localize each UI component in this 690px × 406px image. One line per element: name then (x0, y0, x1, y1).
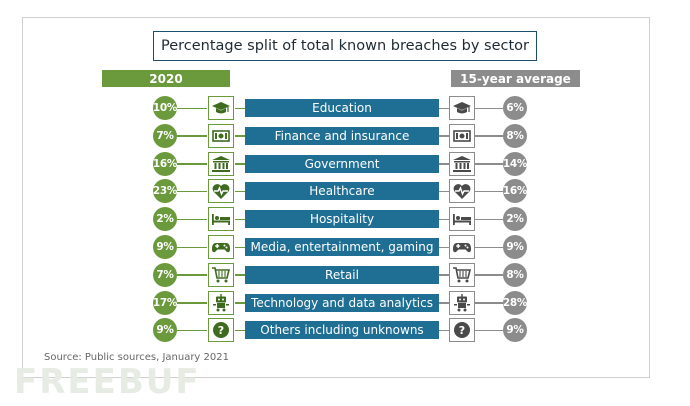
connector-line (439, 107, 449, 109)
header-15-year-average: 15-year average (451, 70, 580, 87)
sector-row: 2% Hospitality 2% (0, 207, 690, 232)
connector-line (177, 190, 207, 193)
connector-line (439, 163, 449, 165)
value-15-year-average: 16% (503, 179, 527, 204)
shopping-cart-icon (208, 262, 234, 287)
connector-line (475, 107, 503, 109)
connector-line (235, 107, 245, 109)
sector-row: 23% Healthcare 16% (0, 179, 690, 204)
connector-line (177, 135, 207, 137)
robot-icon (208, 290, 234, 315)
connector-line (475, 218, 503, 221)
chart-title: Percentage split of total known breaches… (153, 31, 537, 61)
connector-line (177, 274, 207, 276)
bed-icon (208, 207, 234, 232)
connector-line (235, 163, 245, 165)
sector-label: Media, entertainment, gaming (245, 238, 439, 256)
cash-icon (449, 123, 475, 148)
connector-line (177, 107, 207, 109)
value-15-year-average: 14% (503, 151, 527, 176)
value-15-year-average: 6% (503, 96, 527, 120)
gamepad-icon (449, 235, 475, 259)
connector-line (475, 190, 503, 193)
value-15-year-average: 8% (503, 262, 527, 287)
connector-line (475, 329, 503, 332)
connector-line (439, 246, 449, 248)
government-building-icon (449, 151, 475, 176)
cash-icon (208, 123, 234, 148)
sector-row: 9%? Others including unknowns? 9% (0, 318, 690, 343)
connector-line (235, 274, 245, 276)
sector-row: 7% Retail 8% (0, 262, 690, 287)
connector-line (177, 246, 207, 248)
value-2020: 7% (153, 262, 177, 287)
connector-line (439, 218, 449, 221)
gamepad-icon (208, 235, 234, 259)
bed-icon (449, 207, 475, 232)
connector-line (475, 246, 503, 248)
sector-label: Others including unknowns (245, 321, 439, 340)
sector-label: Hospitality (245, 210, 439, 229)
svg-text:?: ? (459, 324, 465, 337)
value-2020: 10% (153, 96, 177, 120)
sector-row: 17% Technology and data analytics 28% (0, 290, 690, 315)
value-15-year-average: 8% (503, 123, 527, 148)
value-2020: 23% (153, 179, 177, 204)
connector-line (235, 302, 245, 304)
sector-row: 10% Education 6% (0, 96, 690, 120)
connector-line (439, 190, 449, 193)
robot-icon (449, 290, 475, 315)
graduation-cap-icon (449, 96, 475, 120)
heart-pulse-icon (208, 179, 234, 204)
government-building-icon (208, 151, 234, 176)
connector-line (177, 218, 207, 221)
connector-line (439, 274, 449, 276)
connector-line (177, 302, 207, 304)
watermark: FREEBUF (14, 362, 201, 402)
value-2020: 9% (153, 318, 177, 343)
sector-label: Healthcare (245, 182, 439, 201)
sector-row: 9% Media, entertainment, gaming 9% (0, 235, 690, 259)
connector-line (475, 302, 503, 304)
header-2020: 2020 (102, 70, 230, 87)
question-mark-icon: ? (208, 318, 234, 343)
shopping-cart-icon (449, 262, 475, 287)
sector-row: 16% Government 14% (0, 151, 690, 176)
value-15-year-average: 9% (503, 235, 527, 259)
connector-line (439, 302, 449, 304)
sector-label: Technology and data analytics (245, 293, 439, 312)
sector-label: Government (245, 154, 439, 173)
sector-label: Retail (245, 265, 439, 284)
question-mark-icon: ? (449, 318, 475, 343)
connector-line (177, 163, 207, 165)
graduation-cap-icon (208, 96, 234, 120)
connector-line (235, 190, 245, 193)
connector-line (475, 135, 503, 137)
heart-pulse-icon (449, 179, 475, 204)
connector-line (475, 163, 503, 165)
sector-label: Education (245, 99, 439, 117)
value-2020: 9% (153, 235, 177, 259)
connector-line (235, 246, 245, 248)
value-15-year-average: 28% (503, 290, 527, 315)
connector-line (439, 329, 449, 332)
value-2020: 17% (153, 290, 177, 315)
svg-text:?: ? (218, 324, 224, 337)
connector-line (235, 135, 245, 137)
connector-line (235, 218, 245, 221)
value-2020: 2% (153, 207, 177, 232)
sector-row: 7% Finance and insurance 8% (0, 123, 690, 148)
connector-line (475, 274, 503, 276)
sector-label: Finance and insurance (245, 126, 439, 145)
connector-line (177, 329, 207, 332)
connector-line (439, 135, 449, 137)
value-15-year-average: 9% (503, 318, 527, 343)
value-15-year-average: 2% (503, 207, 527, 232)
connector-line (235, 329, 245, 332)
value-2020: 7% (153, 123, 177, 148)
source-note: Source: Public sources, January 2021 (44, 352, 229, 363)
value-2020: 16% (153, 151, 177, 176)
